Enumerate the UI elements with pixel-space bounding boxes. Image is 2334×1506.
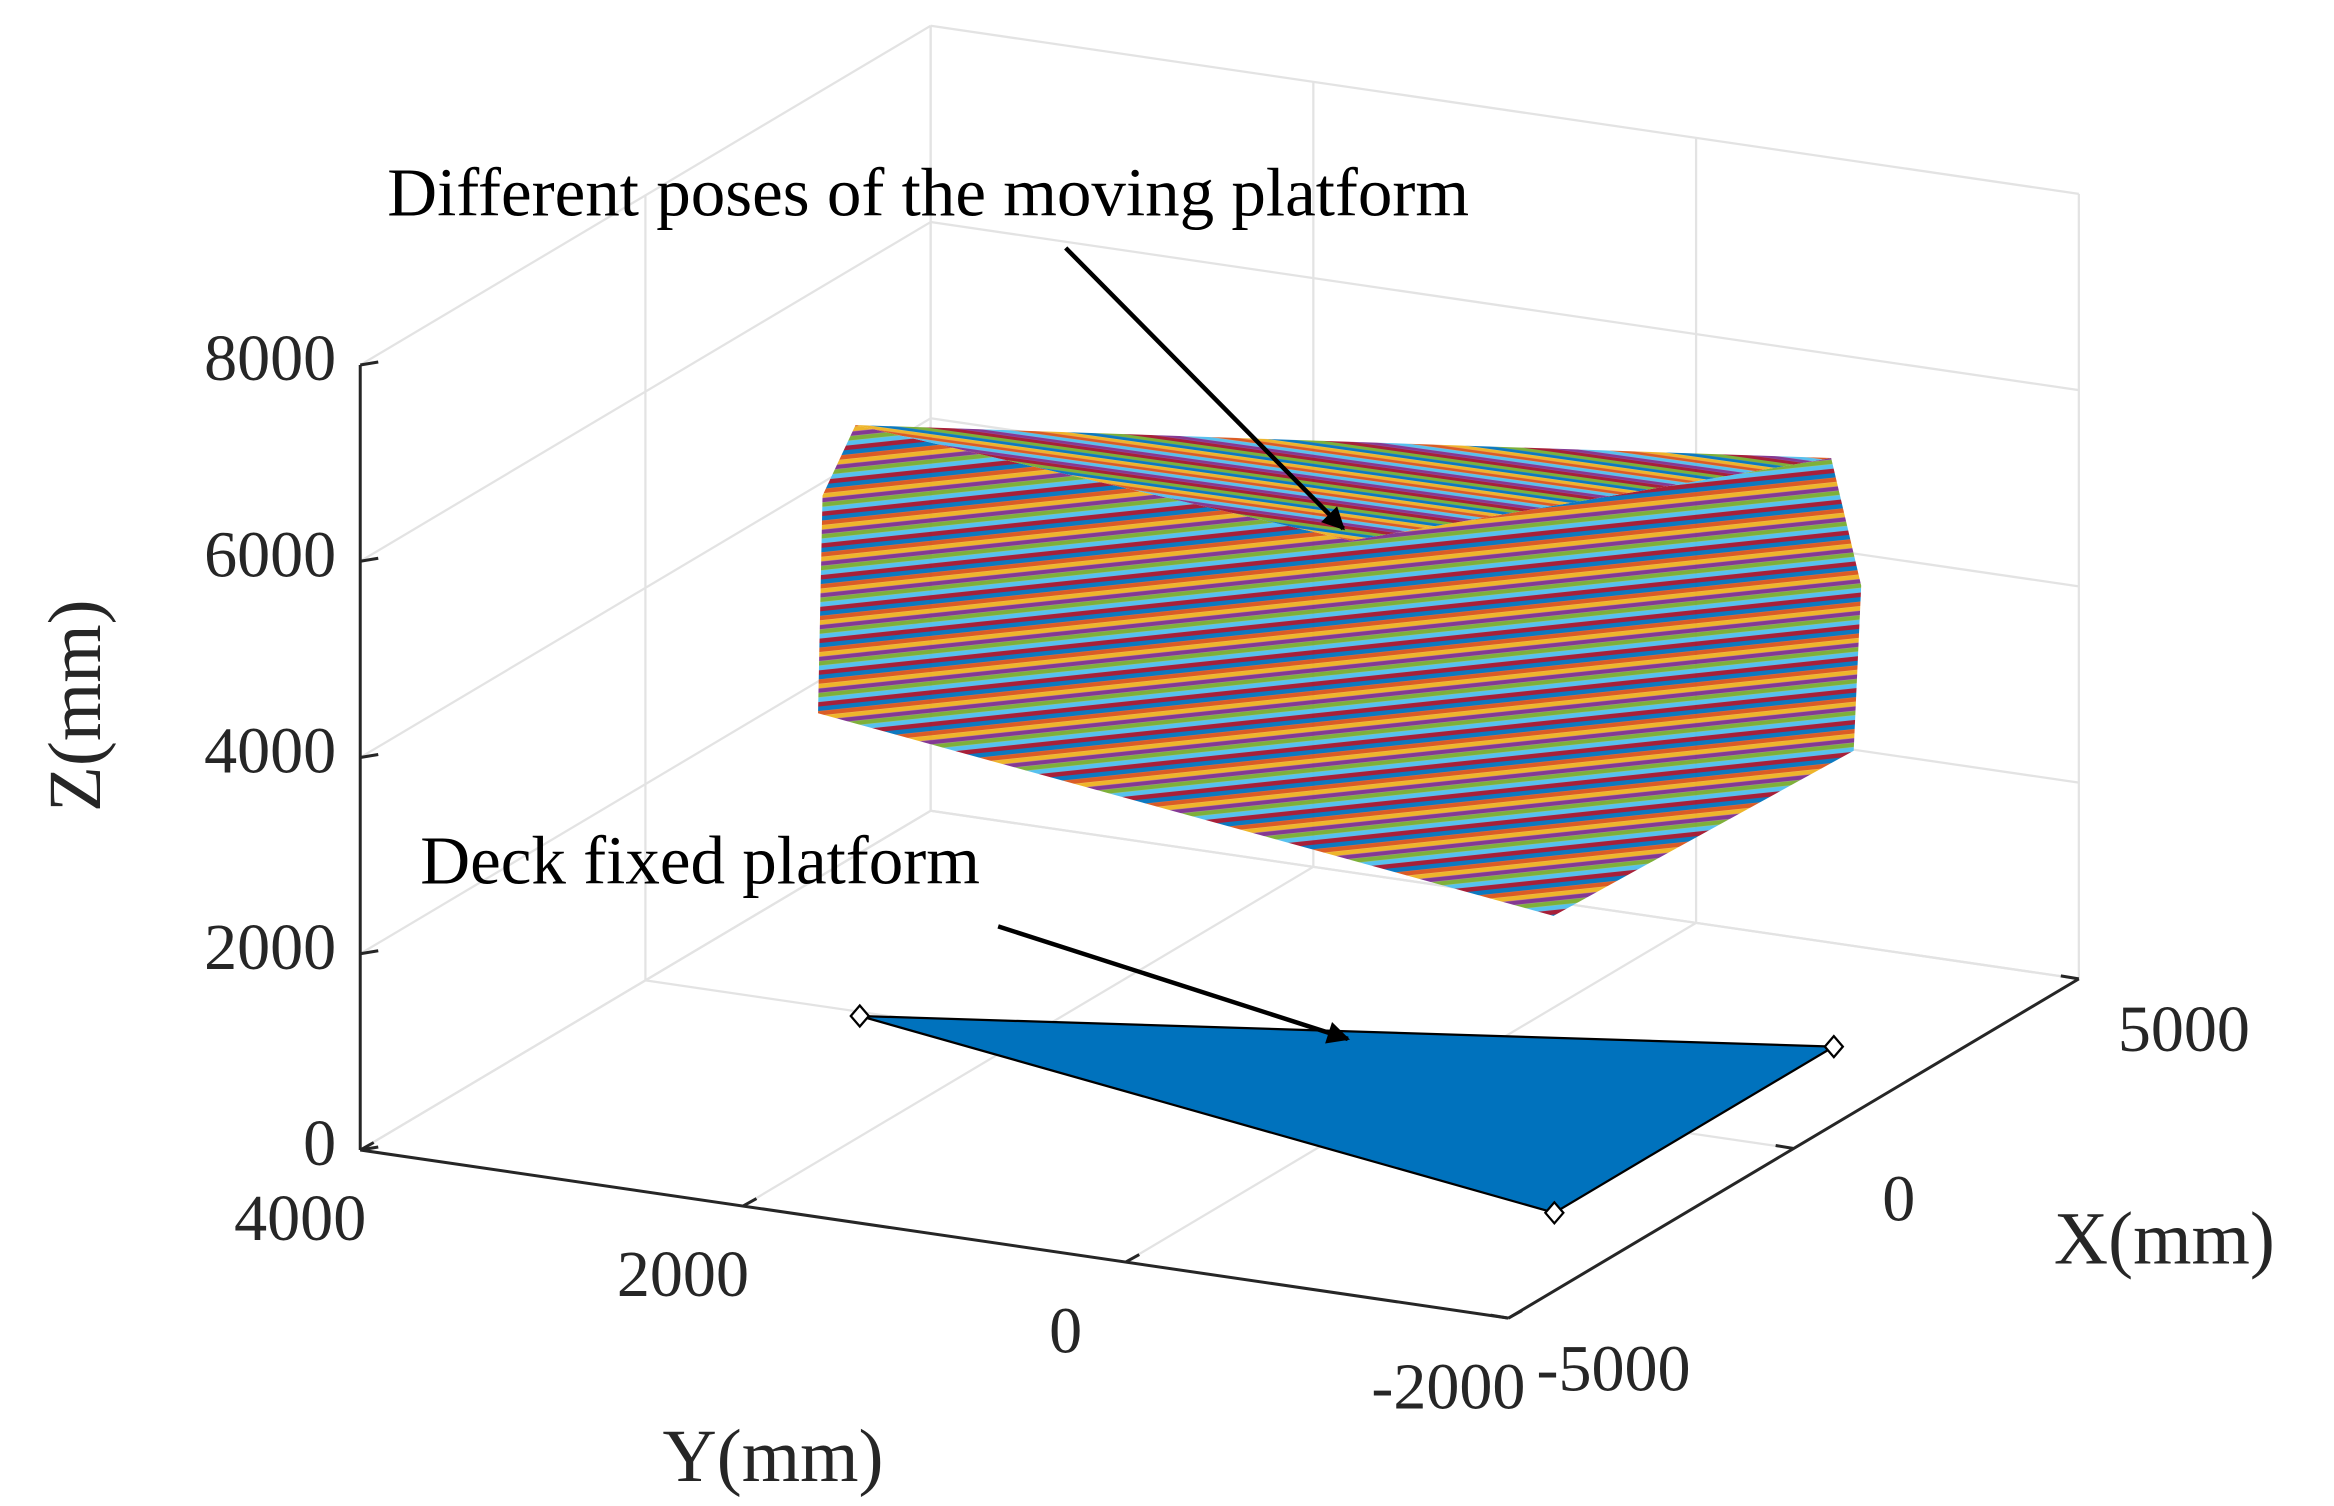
x-tick-label: 0 bbox=[1882, 1163, 1915, 1236]
vertex-marker bbox=[1823, 1034, 1845, 1059]
z-tick bbox=[359, 753, 379, 759]
grid-line bbox=[359, 221, 932, 563]
z-tick-label: 8000 bbox=[204, 322, 336, 395]
pose-cloud bbox=[818, 425, 1862, 916]
y-axis-line bbox=[360, 1148, 1509, 1320]
x-tick bbox=[2060, 974, 2080, 981]
z-tick-label: 0 bbox=[303, 1107, 336, 1180]
grid-line bbox=[359, 24, 932, 366]
vertex-marker bbox=[849, 1003, 871, 1029]
z-tick bbox=[359, 949, 379, 956]
annotation: Deck fixed platform bbox=[420, 822, 980, 899]
x-tick bbox=[1490, 1313, 1509, 1320]
y-tick bbox=[742, 1197, 758, 1208]
pose-side bbox=[818, 425, 1862, 916]
y-tick bbox=[359, 1141, 375, 1152]
x-tick bbox=[1775, 1144, 1794, 1150]
y-tick-label: 4000 bbox=[234, 1182, 366, 1255]
axes: 0 2000 4000 6000 8000 -2000 0 2000 4000 -5000 0 500… bbox=[204, 322, 2250, 1423]
z-tick bbox=[359, 556, 379, 563]
deck-platform bbox=[859, 1014, 1838, 1215]
z-tick-label: 6000 bbox=[204, 518, 336, 591]
x-tick-label: 5000 bbox=[2118, 993, 2250, 1066]
grid-line bbox=[930, 24, 2079, 196]
annotation-arrow bbox=[997, 924, 1351, 1044]
y-tick-label: 0 bbox=[1049, 1294, 1082, 1367]
grid-line bbox=[359, 809, 932, 1151]
y-axis-label: Y(mm) bbox=[663, 1415, 884, 1498]
x-tick-label: -5000 bbox=[1537, 1332, 1691, 1405]
y-tick bbox=[1124, 1253, 1140, 1264]
pose-top bbox=[855, 425, 1832, 541]
annotation: Different poses of the moving platform bbox=[387, 154, 1469, 231]
y-tick-label: -2000 bbox=[1371, 1350, 1525, 1423]
grid-line bbox=[930, 220, 2079, 392]
z-tick-label: 4000 bbox=[204, 715, 336, 788]
z-tick bbox=[359, 360, 379, 367]
vertex-marker bbox=[1543, 1200, 1565, 1226]
y-tick-label: 2000 bbox=[617, 1238, 749, 1311]
z-tick-label: 2000 bbox=[204, 911, 336, 984]
z-axis-label: Z(mm) bbox=[34, 599, 117, 812]
x-axis-label: X(mm) bbox=[2054, 1197, 2275, 1280]
y-tick bbox=[1507, 1309, 1523, 1320]
annotation-arrow bbox=[1064, 246, 1345, 531]
